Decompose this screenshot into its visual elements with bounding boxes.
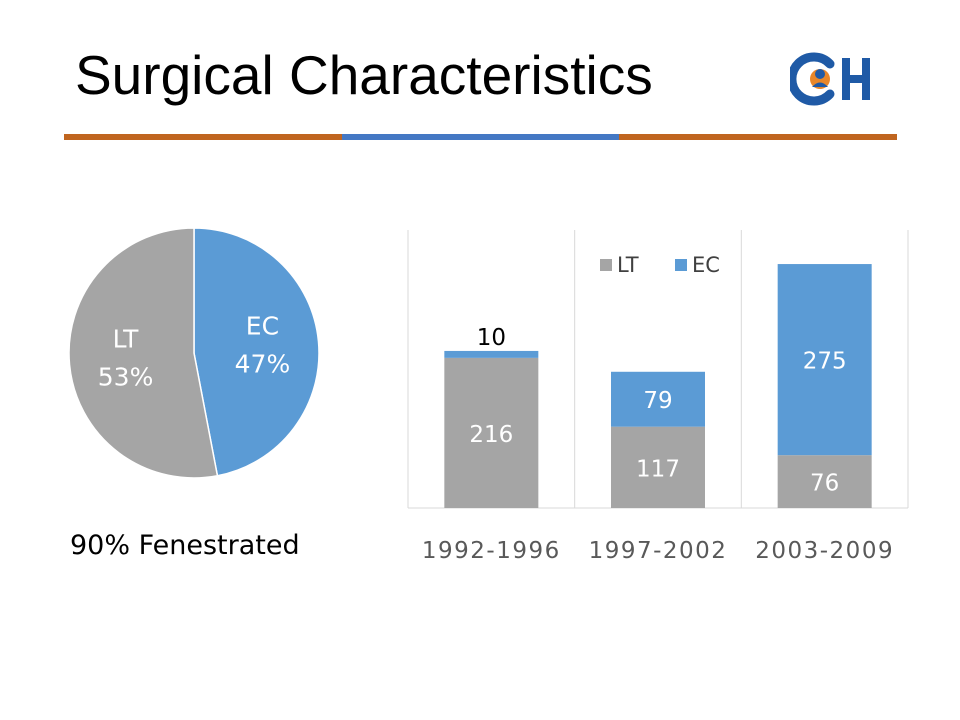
pie-value-lt: 53% xyxy=(98,362,154,391)
slide-title: Surgical Characteristics xyxy=(75,44,653,106)
title-rule-orange-right xyxy=(619,134,897,140)
bar-lt-3 xyxy=(777,455,872,508)
title-rule-blue xyxy=(342,134,619,140)
pie-value-ec: 47% xyxy=(235,350,291,379)
x-tick-label-1: 1992-1996 xyxy=(422,538,561,564)
data-label-ec-3: 275 xyxy=(803,349,847,375)
legend-label-lt: LT xyxy=(617,253,639,277)
data-label-ec-1: 10 xyxy=(477,325,506,351)
data-label-lt-2: 117 xyxy=(636,456,680,482)
x-tick-label-3: 2003-2009 xyxy=(755,538,894,564)
chop-logo xyxy=(790,52,870,106)
bar-ec-3 xyxy=(777,264,872,456)
pie-slice-ec xyxy=(193,227,320,477)
data-label-ec-2: 79 xyxy=(643,388,672,414)
legend-swatch-lt xyxy=(600,259,612,271)
title-rule-orange-left xyxy=(64,134,342,140)
x-tick-label-2: 1997-2002 xyxy=(589,538,728,564)
data-label-lt-3: 76 xyxy=(810,471,839,497)
pie-slice-lt xyxy=(68,227,219,479)
fenestrated-note: 90% Fenestrated xyxy=(70,530,300,561)
bar-ec-1 xyxy=(444,350,539,358)
legend-label-ec: EC xyxy=(692,253,720,277)
data-label-lt-1: 216 xyxy=(469,422,513,448)
bar-lt-1 xyxy=(444,357,539,508)
pie-label-ec: EC xyxy=(246,312,279,341)
pie-label-lt: LT xyxy=(113,324,139,353)
bar-ec-2 xyxy=(611,371,705,427)
legend-swatch-ec xyxy=(675,259,687,271)
bar-lt-2 xyxy=(611,426,705,508)
